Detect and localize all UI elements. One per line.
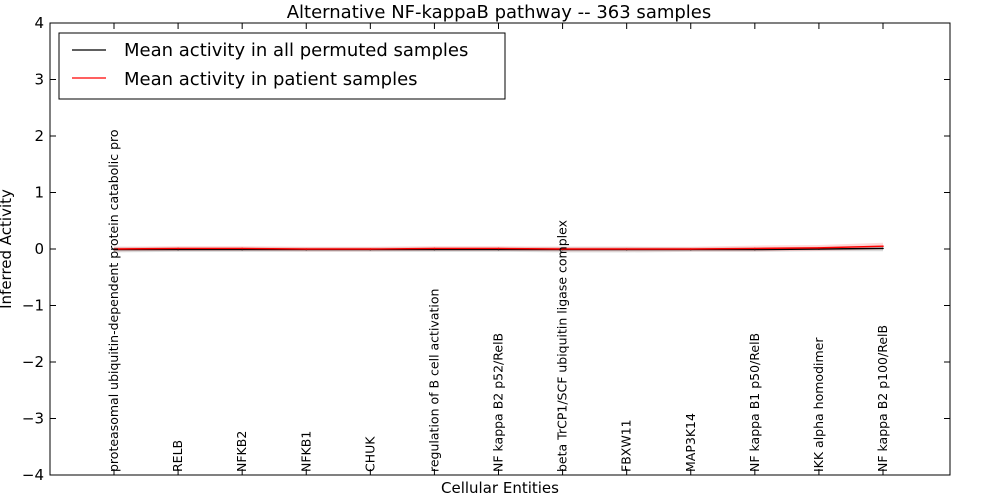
entity-label: MAP3K14: [683, 413, 698, 472]
entity-label: CHUK: [362, 436, 377, 472]
series-point-0: [497, 248, 500, 251]
y-axis: −4 −3 −2 −1 0 1 2 3 4: [22, 14, 950, 484]
y-tick-label: 0: [34, 240, 44, 258]
series-point-1: [882, 245, 884, 247]
y-tick-label: −4: [22, 466, 44, 484]
y-axis-label: Inferred Activity: [0, 189, 15, 309]
entity-label: IKK alpha homodimer: [811, 337, 826, 472]
series-point-0: [882, 247, 884, 250]
series-point-0: [818, 248, 820, 250]
series-point-1: [369, 248, 372, 250]
series-point-1: [625, 248, 628, 250]
entity-label: NFKB1: [298, 431, 313, 472]
entity-label: beta TrCP1/SCF ubiquitin ligase complex: [555, 220, 570, 472]
series-point-1: [305, 248, 308, 250]
x-axis-label: Cellular Entities: [441, 479, 559, 497]
series-point-1: [818, 247, 820, 249]
x-axis: [113, 23, 884, 475]
entity-labels: proteasomal ubiquitin-dependent protein …: [106, 129, 890, 472]
series-point-1: [113, 248, 115, 250]
y-tick-label: 3: [34, 71, 44, 89]
legend-entry-permuted: Mean activity in all permuted samples: [124, 40, 468, 61]
entity-label: RELB: [170, 440, 185, 472]
confidence-bands: [114, 242, 883, 253]
series-point-0: [241, 248, 243, 251]
series-point-0: [433, 248, 436, 251]
y-tick-label: 2: [34, 127, 44, 145]
chart-title: Alternative NF-kappaB pathway -- 363 sam…: [287, 2, 712, 23]
entity-label: proteasomal ubiquitin-dependent protein …: [106, 129, 121, 472]
series-point-1: [433, 247, 436, 250]
series-point-1: [241, 247, 243, 250]
entity-label: NF kappa B1 p50/RelB: [747, 333, 762, 472]
legend-entry-patient: Mean activity in patient samples: [124, 69, 418, 90]
entity-label: regulation of B cell activation: [426, 289, 441, 472]
y-tick-label: 1: [34, 184, 44, 202]
y-tick-label: −1: [22, 297, 44, 315]
legend: Mean activity in all permuted samples Me…: [58, 32, 506, 100]
series-point-1: [177, 247, 179, 250]
series-point-0: [177, 248, 179, 251]
entity-label: NF kappa B2 p100/RelB: [875, 325, 890, 472]
y-tick-label: 4: [34, 14, 44, 32]
series-point-0: [754, 248, 756, 251]
y-tick-label: −2: [22, 353, 44, 371]
entity-label: NF kappa B2 p52/RelB: [491, 333, 506, 472]
series-point-1: [561, 248, 564, 250]
series-point-1: [689, 248, 692, 250]
entity-label: NFKB2: [234, 431, 249, 472]
legend-box: [58, 32, 506, 100]
y-tick-label: −3: [22, 410, 44, 428]
series-lines: [113, 245, 884, 251]
series-point-1: [497, 247, 500, 250]
entity-label: FBXW11: [619, 419, 634, 472]
series-point-1: [754, 247, 756, 250]
